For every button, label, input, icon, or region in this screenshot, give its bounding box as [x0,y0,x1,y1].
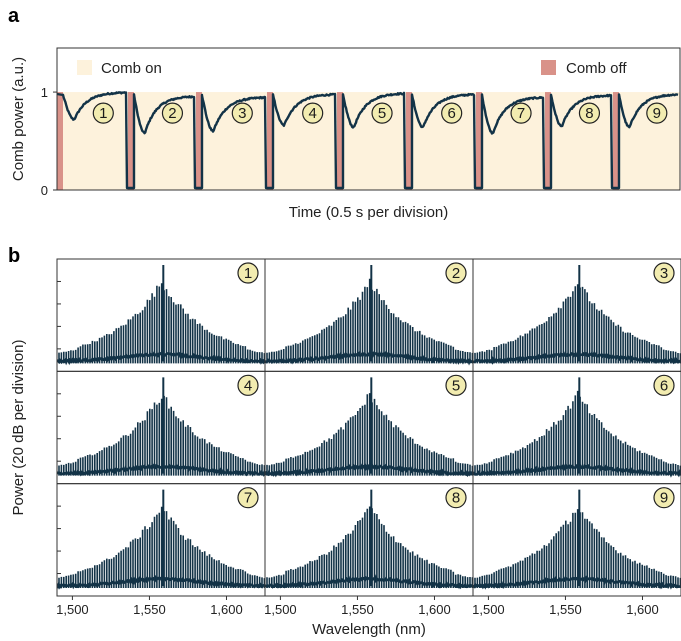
comb-off-interval [267,92,273,190]
spectrum-badge-label: 3 [660,265,668,282]
comb-lines [265,278,473,364]
spectrum-badge-label: 5 [452,377,460,394]
comb-on-background [57,92,680,190]
spectrum-panel: 2 [264,258,474,372]
panel-a-frame [56,47,681,191]
spectrum-badge [237,487,259,509]
legend-swatch-comb-off [541,60,556,75]
comb-lines [57,506,265,588]
cycle-badge [578,102,601,124]
x-tick-label: 1,550 [133,602,166,617]
cycle-badge-label: 9 [653,105,661,122]
cycle-badge [646,102,668,124]
cycle-badge-label: 5 [378,105,386,122]
comb-power-trace [56,91,679,190]
cycle-badge-label: 7 [517,105,525,122]
cycle-badge [371,102,393,124]
spectrum-badge [653,374,675,396]
spectrum-badge [237,374,259,396]
spectrum-panel: 1 [56,258,266,372]
cycle-badge [92,102,114,124]
spectrum-panel-frame [472,483,681,597]
cycle-badge-label: 4 [309,105,317,122]
spectrum-badge [653,262,675,284]
comb-off-interval [406,92,412,190]
spectrum-badge [445,374,467,396]
y-tick-label: 0 [41,183,48,198]
legend-label-comb-off: Comb off [566,60,627,77]
x-tick-label: 1,500 [56,602,89,617]
spectra-grid: 1 2 3 4 5 6 7 8 9 [56,258,681,597]
comb-off-interval [57,92,63,190]
spectrum-badge-label: 9 [660,490,668,507]
comb-lines [473,390,681,476]
spectrum-panel: 4 [56,370,266,485]
x-tick-label: 1,500 [472,602,505,617]
spectrum-badge [445,487,467,509]
cycle-badge [231,102,253,124]
panel-b-x-axis-label: Wavelength (nm) [312,621,426,638]
comb-off-interval [128,92,134,190]
spectrum-badge-label: 7 [244,490,252,507]
x-tick-label: 1,550 [549,602,582,617]
panel-a-y-axis-label: Comb power (a.u.) [10,57,27,181]
comb-lines [473,509,681,588]
panel-letter-a: a [8,5,20,27]
spectrum-panel: 6 [472,370,681,485]
panel-b-x-ticks: 1,500 1,550 1,600 1,500 1,550 1,600 1,500 1,550… [56,596,659,617]
cycle-badge-label: 1 [99,105,107,122]
comb-off-interval [196,92,202,190]
x-tick-label: 1,600 [418,602,451,617]
panel-a-y-ticks: 01 [41,85,57,198]
y-tick-label: 1 [41,85,48,100]
x-tick-label: 1,600 [210,602,243,617]
spectrum-badge-label: 8 [452,490,460,507]
comb-lines [57,395,265,476]
comb-lines [265,393,473,476]
comb-off-interval [545,92,551,190]
spectrum-badge-label: 6 [660,377,668,394]
spectrum-badge-label: 1 [244,265,252,282]
comb-off-interval [476,92,482,190]
comb-lines [473,284,681,364]
comb-off-interval [337,92,343,190]
spectrum-panel: 3 [472,258,681,372]
panel-a-x-axis-label: Time (0.5 s per division) [289,204,449,221]
cycle-badge-label: 8 [585,105,593,122]
panel-b-y-axis-label: Power (20 dB per division) [10,340,27,516]
comb-off-intervals [57,92,619,190]
legend-label-comb-on: Comb on [101,60,162,77]
comb-off-interval [613,92,619,190]
panel-letter-b: b [8,245,20,267]
spectrum-badge [445,262,467,284]
legend-swatch-comb-on [77,60,92,75]
cycle-badge [441,102,463,124]
comb-lines [57,283,265,364]
cycle-badge-label: 6 [448,105,456,122]
panel-b-chart: 1 2 3 4 5 6 7 8 9 1,500 1,550 1,600 1,500 1,550 1,600… [10,258,681,638]
comb-lines [265,506,473,588]
spectrum-panel: 8 [264,483,474,597]
spectrum-panel: 9 [472,483,681,597]
cycle-badge-label: 2 [168,105,176,122]
x-tick-label: 1,600 [626,602,659,617]
spectrum-panel: 7 [56,483,266,597]
spectrum-badge [237,262,259,284]
spectrum-panel: 5 [264,370,474,485]
cycle-badge-label: 3 [238,105,246,122]
cycle-badge [161,102,184,124]
cycle-badge [302,102,324,124]
spectrum-badge-label: 4 [244,377,252,394]
spectrum-badge-label: 2 [452,265,460,282]
cycle-badges: 1 2 3 4 5 6 7 8 9 [92,102,668,124]
x-tick-label: 1,550 [341,602,374,617]
x-tick-label: 1,500 [264,602,297,617]
spectrum-badge [653,487,675,509]
cycle-badge [510,102,532,124]
